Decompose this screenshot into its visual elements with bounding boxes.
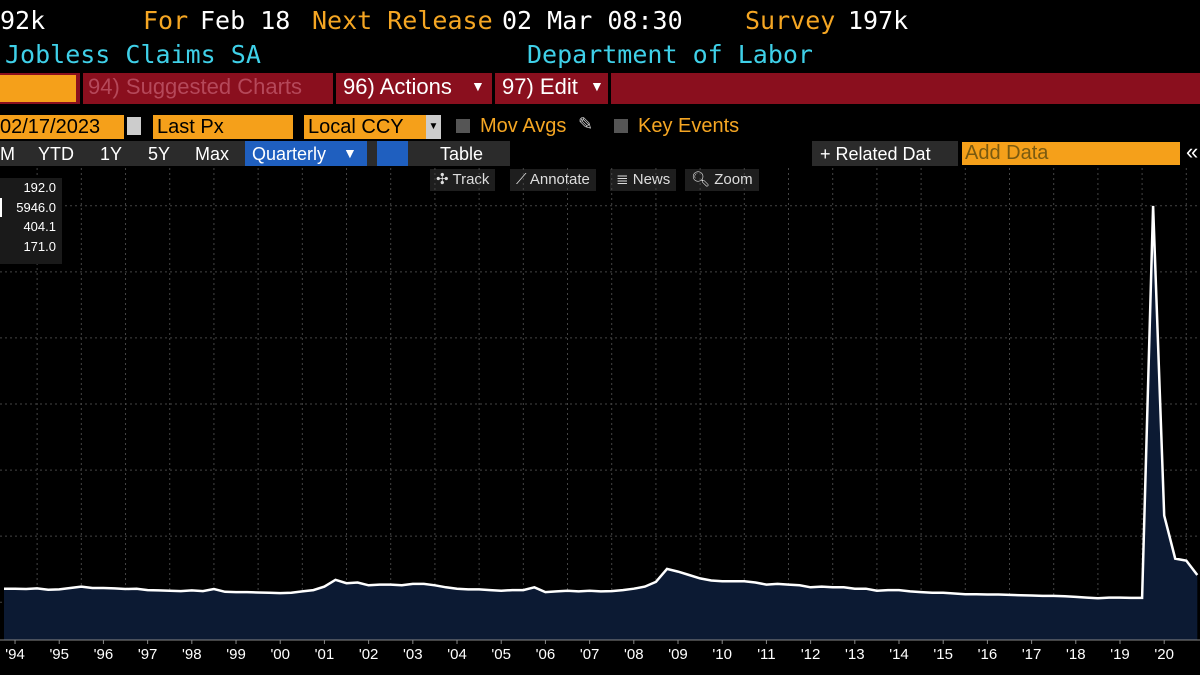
tool-label: Annotate [529,171,590,188]
legend-last: 192.0 [23,180,56,195]
release-label: Next Release [312,6,493,35]
x-tick-label: '14 [889,646,909,663]
x-tick-label: '08 [624,646,644,663]
x-tick-label: '10 [712,646,732,663]
dropdown-arrow: ▼ [590,78,604,94]
separator [608,73,611,104]
actions-menu[interactable]: 96) Actions [343,74,452,99]
x-tick-label: '94 [5,646,25,663]
legend-average: 404.1 [23,219,56,234]
period-select[interactable] [245,141,367,166]
x-tick-label: '15 [933,646,953,663]
x-tick-label: '12 [801,646,821,663]
survey-value: 197k [848,6,909,35]
x-tick-label: '11 [757,646,775,663]
x-tick-label: '20 [1154,646,1174,663]
edit-menu[interactable]: 97) Edit [502,74,578,99]
menu-bar [0,73,1200,104]
tool-label: Zoom [714,171,753,188]
range-button[interactable]: YTD [38,144,74,164]
x-tick-label: '99 [226,646,246,663]
date-input[interactable]: 02/17/2023 [0,115,124,139]
range-button[interactable]: Max [195,144,230,164]
pencil-icon[interactable]: ✎ [578,114,594,134]
range-button[interactable]: 1Y [100,144,123,164]
add-data-input[interactable]: Add Data [962,142,1180,165]
last-value: 92k [0,6,46,35]
x-tick-label: '03 [403,646,423,663]
table-button[interactable]: Table [440,144,484,164]
range-button[interactable]: 5Y [148,144,171,164]
suggested-charts[interactable]: 94) Suggested Charts [88,74,303,99]
series-line [4,205,1199,600]
calendar-icon[interactable] [127,117,141,135]
tool-label: News [632,171,671,188]
news-tool[interactable]: ≣ News [610,169,677,191]
field-select[interactable]: Last Px [153,115,293,139]
dropdown-arrow: ▼ [471,78,485,94]
dropdown-arrow: ▼ [343,145,357,161]
survey-label: Survey [745,6,836,35]
x-tick-label: '17 [1022,646,1042,663]
separator [492,73,495,104]
checkbox[interactable] [614,119,628,133]
for-label: For [143,6,189,35]
x-tick-label: '09 [668,646,688,663]
separator [333,73,336,104]
x-tick-label: '02 [359,646,379,663]
area-fill [4,205,1198,640]
zoom-tool[interactable]: 🔍︎ Zoom [685,169,759,191]
x-tick-label: '00 [270,646,290,663]
chart-icon[interactable] [377,141,408,166]
tool-icon: ≣ [616,171,633,188]
x-tick-label: '18 [1066,646,1086,663]
for-date: Feb 18 [200,6,291,35]
period-label: Quarterly [252,144,327,164]
x-tick-label: '13 [845,646,865,663]
legend-box: 192.0 5946.0 404.1 171.0 [0,178,62,264]
x-tick-label: '06 [536,646,556,663]
currency-select[interactable]: Local CCY [304,115,426,139]
separator [80,73,83,104]
range-button[interactable]: M [0,144,15,164]
dropdown-arrow[interactable]: ▼ [426,115,441,139]
x-tick-label: '16 [978,646,998,663]
legend-low: 171.0 [23,238,56,254]
release-time: 02 Mar 08:30 [502,6,683,35]
x-tick-label: '97 [138,646,158,663]
checkbox[interactable] [456,119,470,133]
x-tick-label: '19 [1110,646,1130,663]
x-tick-label: '07 [580,646,600,663]
mov-avgs[interactable]: Mov Avgs [480,115,567,137]
tool-label: Track [452,171,490,188]
annotate-tool[interactable]: ⟋ Annotate [510,169,596,191]
legend-high: 5946.0 [0,197,62,217]
related-bar [812,141,958,166]
collapse-icon[interactable]: « [1186,139,1199,164]
related-data[interactable]: + Related Dat [820,144,931,164]
security-name: Jobless Claims SA [5,40,261,69]
x-tick-label: '96 [94,646,114,663]
key-events[interactable]: Key Events [638,115,740,137]
x-tick-label: '05 [491,646,511,663]
x-tick-label: '04 [447,646,467,663]
command-box[interactable] [0,75,76,102]
tool-icon: ⟋ [516,171,527,188]
x-tick-label: '95 [49,646,69,663]
x-tick-label: '98 [182,646,202,663]
x-tick-label: '01 [315,646,335,663]
source: Department of Labor [527,40,813,69]
tool-icon: ✣ [436,171,453,188]
